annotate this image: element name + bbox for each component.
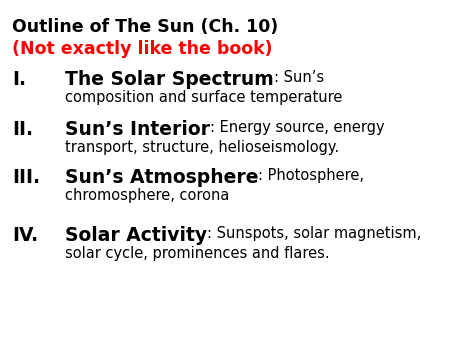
Text: composition and surface temperature: composition and surface temperature [65,90,342,105]
Text: IV.: IV. [12,226,38,245]
Text: The Solar Spectrum: The Solar Spectrum [65,70,274,89]
Text: Solar Activity: Solar Activity [65,226,207,245]
Text: : Energy source, energy: : Energy source, energy [210,120,385,135]
Text: Outline of The Sun (Ch. 10): Outline of The Sun (Ch. 10) [12,18,278,36]
Text: (Not exactly like the book): (Not exactly like the book) [12,40,273,58]
Text: : Photosphere,: : Photosphere, [258,168,364,183]
Text: I.: I. [12,70,26,89]
Text: : Sunspots, solar magnetism,: : Sunspots, solar magnetism, [207,226,421,241]
Text: transport, structure, helioseismology.: transport, structure, helioseismology. [65,140,339,155]
Text: solar cycle, prominences and flares.: solar cycle, prominences and flares. [65,246,329,261]
Text: : Sun’s: : Sun’s [274,70,324,85]
Text: chromosphere, corona: chromosphere, corona [65,188,230,203]
Text: III.: III. [12,168,40,187]
Text: Sun’s Interior: Sun’s Interior [65,120,210,139]
Text: II.: II. [12,120,33,139]
Text: Sun’s Atmosphere: Sun’s Atmosphere [65,168,258,187]
